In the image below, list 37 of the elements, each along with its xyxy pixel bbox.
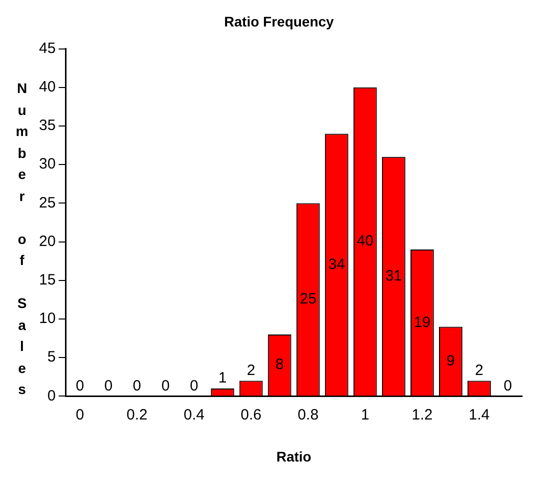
data-label: 8: [275, 356, 284, 374]
y-tick-label: 10: [38, 310, 56, 328]
y-tick-label: 15: [38, 272, 56, 289]
y-tick-label: 0: [47, 387, 56, 404]
y-tick-label: 35: [38, 117, 56, 134]
x-tick-label: 0.8: [298, 406, 319, 424]
text: Number of Sales: [16, 80, 28, 397]
data-label: 0: [76, 377, 84, 394]
data-label: 25: [300, 290, 316, 308]
data-label: 2: [475, 362, 484, 379]
data-label: 1: [218, 370, 227, 387]
y-tick-label: 45: [38, 40, 56, 57]
data-label: 40: [356, 232, 374, 250]
y-tick-label: 30: [38, 156, 56, 173]
x-tick-label: 0: [76, 406, 84, 424]
x-tick-label: 1.4: [468, 406, 490, 424]
x-tick-label: 1: [360, 406, 370, 424]
x-tick-label: 0.4: [184, 406, 204, 424]
data-label: 0: [104, 377, 113, 394]
data-label: 34: [328, 256, 345, 273]
data-label: 9: [446, 352, 455, 370]
data-label: 0: [504, 377, 512, 394]
data-label: 0: [190, 377, 198, 394]
data-label: 0: [132, 377, 142, 394]
data-label: 31: [385, 267, 402, 284]
y-tick-label: 40: [38, 78, 56, 96]
y-tick-label: 5: [47, 348, 56, 366]
x-tick-label: 1.2: [412, 406, 433, 424]
data-label: 0: [161, 377, 170, 394]
x-axis-title: Ratio: [276, 448, 312, 464]
data-label: 19: [414, 314, 431, 331]
x-tick-label: 0.6: [240, 406, 262, 424]
data-label: 2: [246, 362, 256, 379]
y-tick-label: 20: [38, 232, 56, 250]
y-tick-label: 25: [38, 194, 56, 212]
x-tick-label: 0.2: [126, 406, 148, 424]
chart-title: Ratio Frequency: [224, 13, 334, 30]
